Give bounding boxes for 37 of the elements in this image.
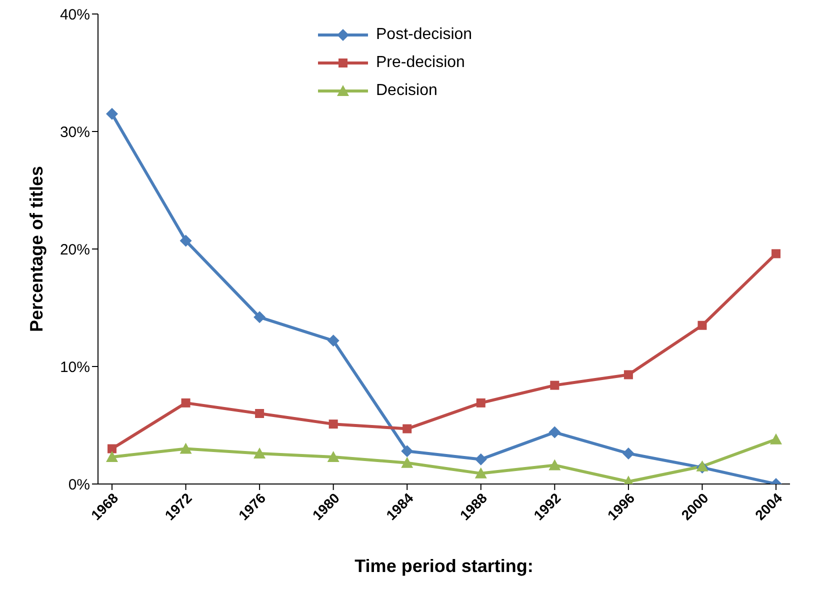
point — [108, 444, 116, 454]
y-tick-label: 30% — [60, 124, 90, 141]
point — [698, 320, 707, 330]
point — [327, 334, 340, 347]
y-tick-label: 20% — [60, 241, 90, 258]
point — [402, 424, 412, 434]
x-axis-title: Time period starting: — [354, 556, 534, 576]
legend-label: Pre-decision — [376, 54, 465, 72]
point — [401, 456, 414, 468]
point — [106, 450, 118, 462]
point — [772, 249, 780, 258]
y-tick-label: 10% — [60, 358, 90, 376]
point — [548, 459, 561, 470]
legend-label: Decision — [376, 82, 438, 100]
point — [474, 453, 487, 466]
point — [401, 445, 414, 458]
point — [550, 380, 560, 390]
point — [254, 447, 266, 458]
point — [328, 420, 338, 429]
point — [770, 433, 782, 444]
y-tick-label: 0% — [68, 476, 90, 494]
point — [476, 398, 486, 408]
y-tick-label: 40% — [60, 6, 90, 24]
point — [622, 447, 634, 460]
point — [696, 460, 708, 472]
point — [624, 370, 633, 380]
point — [548, 426, 561, 438]
point — [180, 234, 192, 247]
point — [474, 467, 487, 478]
legend-label: Post-decision — [376, 26, 472, 44]
point — [327, 450, 340, 462]
point — [255, 409, 264, 418]
point — [254, 311, 266, 324]
y-axis-title: Percentage of titles — [26, 166, 46, 332]
point — [181, 398, 190, 408]
point — [106, 108, 118, 120]
point — [180, 442, 192, 454]
